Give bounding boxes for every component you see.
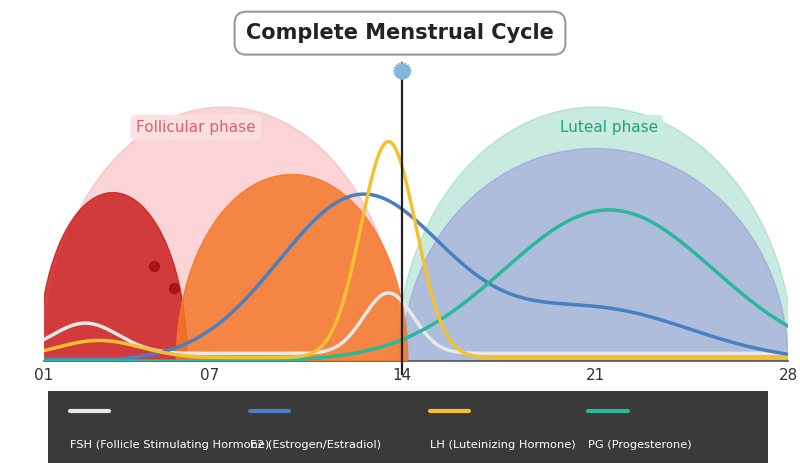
Point <box>167 284 180 291</box>
Text: FSH (Follicle Stimulating Hormone): FSH (Follicle Stimulating Hormone) <box>70 440 269 450</box>
Polygon shape <box>397 107 794 361</box>
Text: LH (Luteinizing Hormone): LH (Luteinizing Hormone) <box>430 440 575 450</box>
Point <box>396 67 409 75</box>
Text: Secretory phase: Secretory phase <box>580 397 693 411</box>
Polygon shape <box>402 149 788 361</box>
Text: Proliferative phase: Proliferative phase <box>227 397 357 411</box>
Point <box>148 263 161 270</box>
Text: PG (Progesterone): PG (Progesterone) <box>588 440 692 450</box>
Text: E2 (Estrogen/Estradiol): E2 (Estrogen/Estradiol) <box>250 440 381 450</box>
Text: Luteal phase: Luteal phase <box>560 120 658 135</box>
Text: Period: Period <box>78 397 121 411</box>
Text: Complete Menstrual Cycle: Complete Menstrual Cycle <box>246 23 554 43</box>
Text: Ovulation: Ovulation <box>390 397 458 411</box>
Polygon shape <box>38 193 187 361</box>
FancyBboxPatch shape <box>34 390 782 463</box>
Polygon shape <box>44 107 402 361</box>
Polygon shape <box>176 175 408 361</box>
Text: Follicular phase: Follicular phase <box>136 120 255 135</box>
